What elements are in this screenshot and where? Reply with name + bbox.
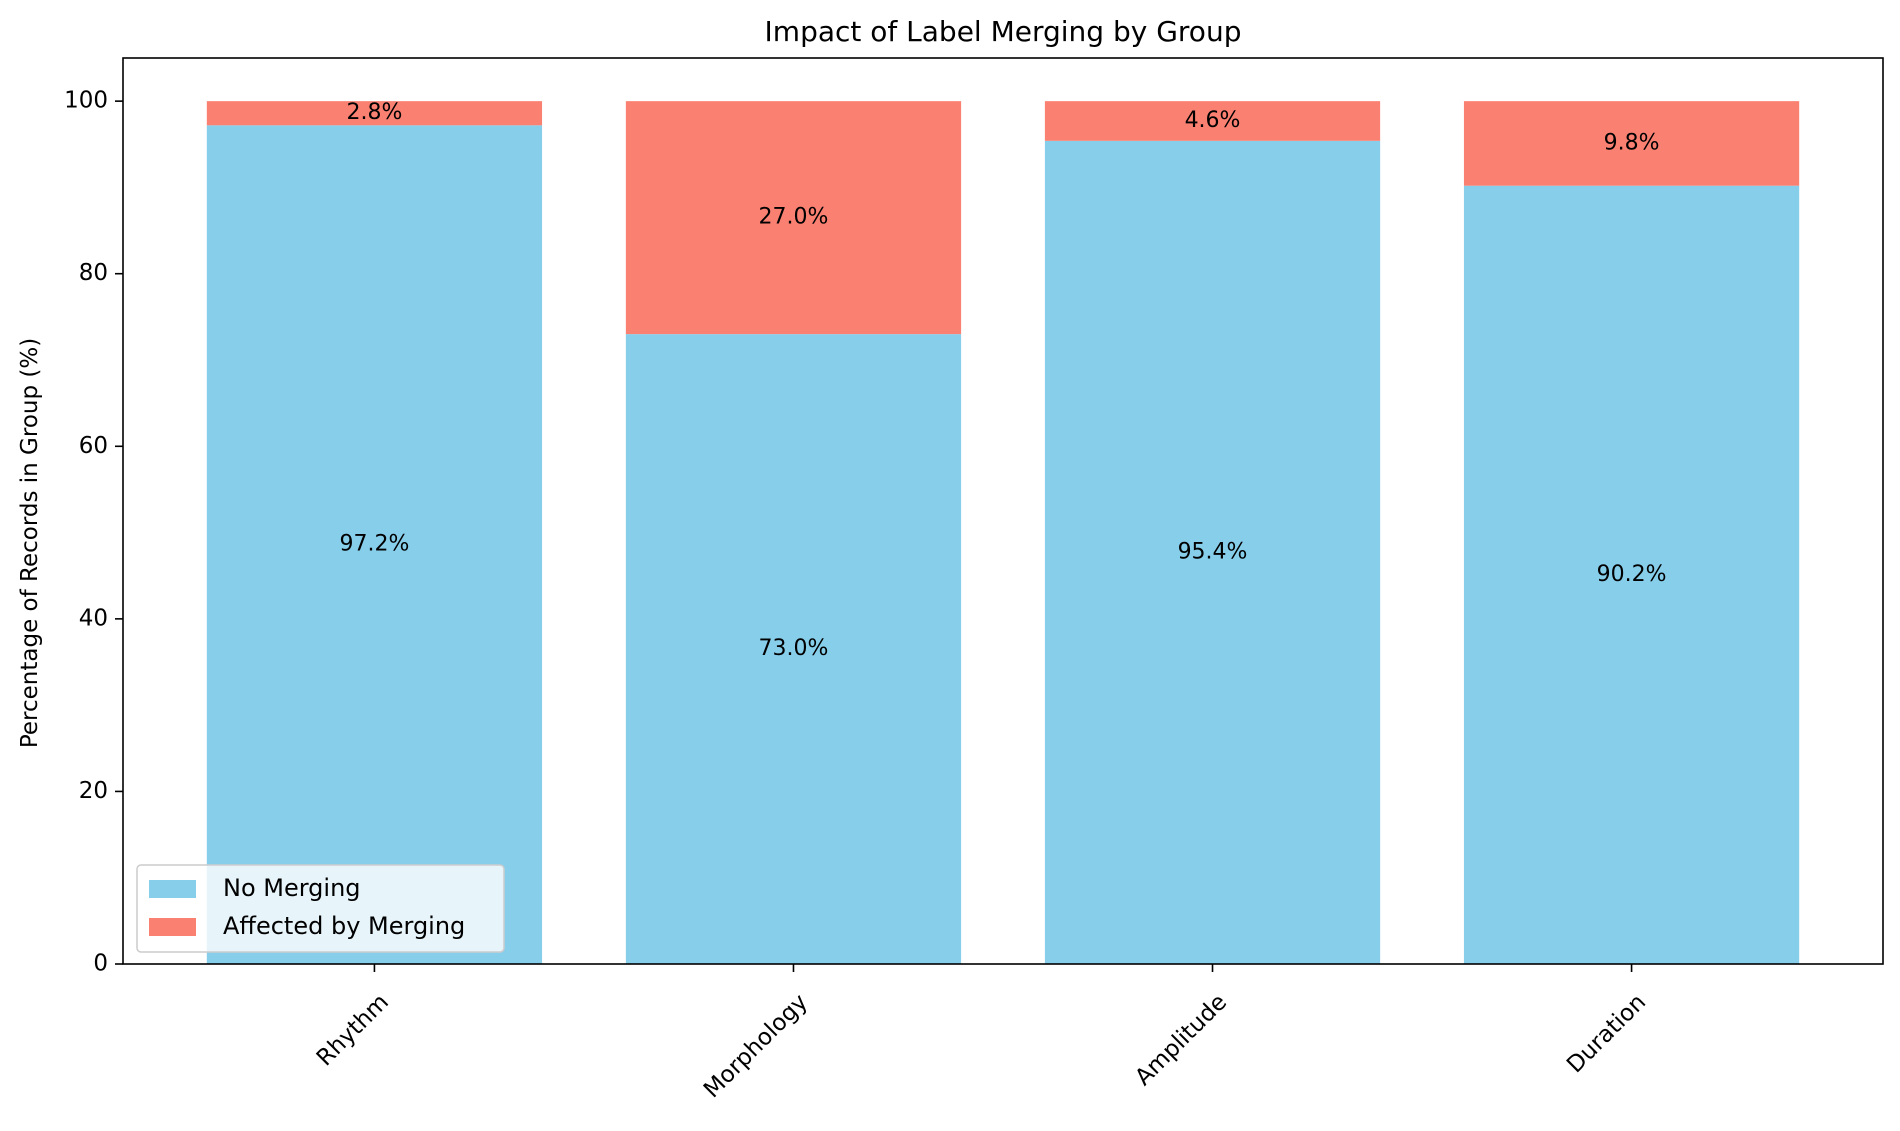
bar-value-label: 27.0%	[759, 205, 829, 230]
y-tick-label: 40	[79, 605, 108, 631]
bar-duration-series-0	[1463, 185, 1800, 964]
bar-rhythm-series-0	[206, 125, 543, 965]
chart-title: Impact of Label Merging by Group	[765, 15, 1242, 48]
bar-value-label: 73.0%	[759, 636, 829, 661]
y-tick-label: 60	[79, 433, 108, 459]
bar-labels-layer: 97.2% 2.8% 73.0% 27.0% 95.4% 4.6% 90.2% 9.8%	[339, 100, 1666, 661]
bar-value-label: 97.2%	[339, 532, 409, 557]
bar-morphology-series-1	[625, 101, 962, 335]
x-tick-label: Morphology	[699, 989, 813, 1103]
bar-value-label: 90.2%	[1597, 562, 1667, 587]
legend-label: No Merging	[223, 874, 361, 902]
legend-swatch	[149, 880, 196, 898]
bar-value-label: 9.8%	[1604, 130, 1660, 155]
y-tick-label: 80	[79, 260, 108, 286]
y-tick-label: 0	[93, 951, 108, 977]
bars-layer	[206, 101, 1800, 965]
legend-swatch	[149, 918, 196, 936]
x-tick-label: Amplitude	[1130, 989, 1232, 1091]
x-tick-label: Duration	[1562, 989, 1651, 1078]
bar-morphology-series-0	[625, 334, 962, 964]
y-tick-label: 20	[79, 778, 108, 804]
bar-rhythm-series-1	[206, 101, 543, 126]
x-tick-label: Rhythm	[312, 989, 394, 1071]
legend-box	[136, 864, 505, 953]
y-axis: 0 20 40 60 80 100	[64, 88, 123, 977]
bar-value-label: 95.4%	[1178, 539, 1248, 564]
plot-frame	[122, 57, 1884, 965]
y-tick-label: 100	[64, 88, 108, 114]
legend: No Merging Affected by Merging	[136, 864, 505, 953]
bar-value-label: 4.6%	[1185, 108, 1241, 133]
y-axis-label: Percentage of Records in Group (%)	[17, 338, 43, 748]
bar-amplitude-series-1	[1044, 101, 1381, 141]
x-axis: Rhythm Morphology Amplitude Duration	[312, 964, 1651, 1103]
legend-label: Affected by Merging	[223, 912, 465, 940]
bar-value-label: 2.8%	[346, 100, 402, 125]
bar-duration-series-1	[1463, 101, 1800, 186]
bar-amplitude-series-0	[1044, 140, 1381, 964]
